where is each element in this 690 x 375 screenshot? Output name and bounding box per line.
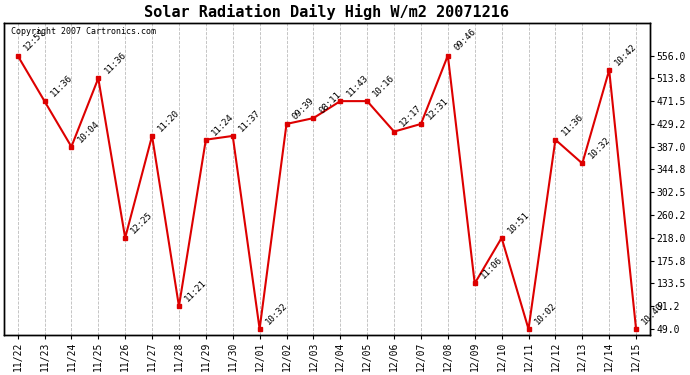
Text: 11:36: 11:36 [102, 50, 128, 75]
Text: 09:46: 09:46 [452, 27, 477, 53]
Text: 12:31: 12:31 [425, 96, 451, 121]
Text: 10:04: 10:04 [76, 118, 101, 144]
Text: 10:02: 10:02 [533, 301, 558, 326]
Text: 11:24: 11:24 [210, 111, 235, 137]
Text: 10:32: 10:32 [586, 135, 612, 160]
Text: 12:25: 12:25 [129, 210, 155, 235]
Text: 11:20: 11:20 [156, 108, 181, 133]
Text: 10:40: 10:40 [640, 301, 666, 326]
Text: 08:11: 08:11 [317, 90, 343, 116]
Text: 10:51: 10:51 [506, 210, 531, 235]
Text: 11:43: 11:43 [344, 73, 370, 98]
Text: 12:17: 12:17 [398, 104, 424, 129]
Text: 11:21: 11:21 [183, 278, 208, 303]
Text: 11:37: 11:37 [237, 108, 262, 133]
Text: 10:32: 10:32 [264, 301, 289, 326]
Title: Solar Radiation Daily High W/m2 20071216: Solar Radiation Daily High W/m2 20071216 [144, 4, 509, 20]
Text: 11:36: 11:36 [560, 111, 585, 137]
Text: Copyright 2007 Cartronics.com: Copyright 2007 Cartronics.com [10, 27, 156, 36]
Text: 09:39: 09:39 [290, 96, 316, 121]
Text: 10:42: 10:42 [613, 42, 639, 68]
Text: 10:16: 10:16 [371, 73, 397, 98]
Text: 11:36: 11:36 [49, 73, 74, 98]
Text: 11:06: 11:06 [479, 255, 504, 280]
Text: 12:57: 12:57 [22, 27, 47, 53]
